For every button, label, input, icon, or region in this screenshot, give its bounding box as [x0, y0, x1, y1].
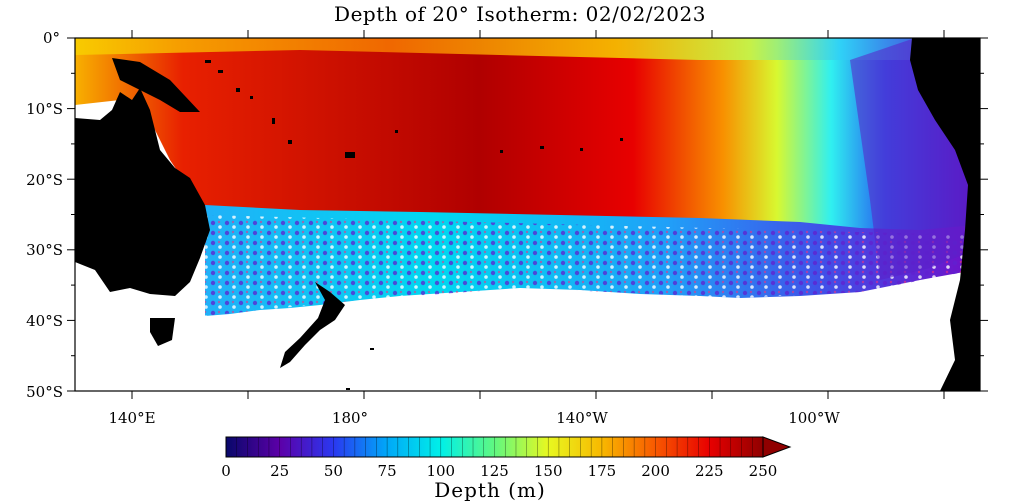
lat-label-0: 0° — [43, 29, 60, 47]
colorbar-tick: 100 — [426, 462, 455, 480]
lat-label-50s: 50°S — [26, 383, 63, 401]
tasmania-land — [150, 318, 175, 346]
pacific-islands — [205, 60, 623, 390]
lat-label-10s: 10°S — [26, 100, 63, 118]
lon-ticks — [131, 30, 945, 399]
colorbar-tick: 25 — [270, 462, 289, 480]
colorbar-tick: 0 — [221, 462, 231, 480]
ocean-field-south-speckle — [205, 215, 975, 316]
lon-label-140e: 140°E — [108, 409, 155, 427]
lon-label-180: 180° — [332, 409, 368, 427]
lon-label-140w: 140°W — [556, 409, 608, 427]
colorbar-tick: 175 — [588, 462, 617, 480]
colorbar-tick: 225 — [695, 462, 724, 480]
colorbar — [225, 436, 792, 458]
colorbar-tick: 75 — [378, 462, 397, 480]
colorbar-tick: 200 — [641, 462, 670, 480]
chart-title: Depth of 20° Isotherm: 02/02/2023 — [334, 2, 706, 26]
colorbar-tick: 250 — [749, 462, 778, 480]
colorbar-title: Depth (m) — [434, 478, 546, 502]
lat-label-40s: 40°S — [26, 312, 63, 330]
colorbar-tick: 150 — [534, 462, 563, 480]
south-america-land — [910, 38, 980, 391]
colorbar-extend-arrow — [762, 436, 792, 458]
lat-label-20s: 20°S — [26, 171, 63, 189]
lon-label-100w: 100°W — [788, 409, 840, 427]
colorbar-tick: 125 — [480, 462, 509, 480]
colorbar-tick: 50 — [324, 462, 343, 480]
new-guinea-land — [112, 58, 200, 112]
new-zealand-land — [280, 282, 345, 368]
lat-label-30s: 30°S — [26, 241, 63, 259]
lat-ticks — [67, 37, 988, 392]
ocean-field-north — [75, 38, 975, 60]
australia-land — [75, 88, 210, 296]
